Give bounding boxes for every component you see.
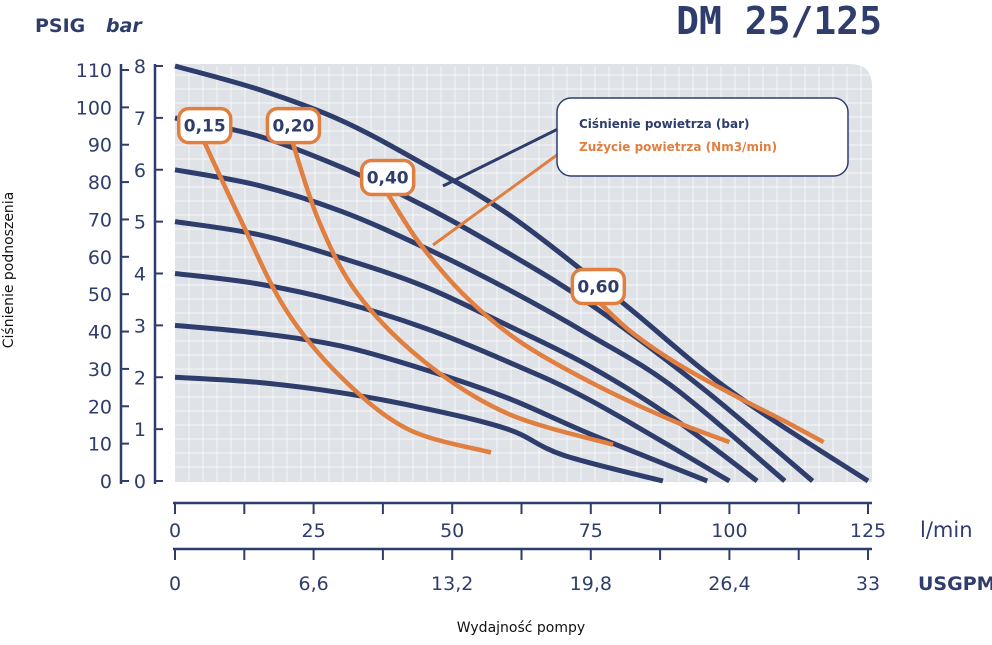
usgpm-tick-label: 0: [169, 573, 181, 595]
x-axis-title: Wydajność pompy: [457, 620, 585, 636]
consumption-badge: [265, 106, 322, 145]
lpm-axis: 0 25 50 75 100 125: [169, 503, 886, 542]
consumption-badge-label: 0,20: [272, 117, 314, 137]
bar-tick-label: 5: [134, 212, 146, 234]
consumption-badge: [570, 267, 627, 306]
usgpm-tick-label: 33: [856, 573, 880, 595]
pressure-curves: [174, 63, 870, 484]
usgpm-axis: 0 6,6 13,2 19,8 26,4 33: [169, 549, 880, 595]
legend-pressure-label: Ciśnienie powietrza (bar): [579, 117, 750, 131]
bar-tick-label: 7: [134, 108, 146, 130]
pressure-curve: [174, 219, 759, 483]
bar-tick-label: 3: [134, 315, 146, 337]
lpm-tick-label: 50: [440, 520, 464, 542]
bar-tick-label: 4: [134, 264, 146, 286]
consumption-curves: [200, 137, 825, 455]
legend-pressure-leader: [442, 122, 569, 188]
psig-tick-label: 80: [88, 172, 112, 194]
bar-tick-label: 8: [134, 56, 146, 78]
usgpm-unit-label: USGPM: [918, 573, 992, 595]
lpm-unit-label: l/min: [920, 518, 973, 542]
pressure-curve: [174, 63, 870, 484]
psig-tick-label: 60: [88, 247, 112, 269]
psig-tick-label: 100: [76, 97, 112, 119]
psig-tick-label: 70: [88, 209, 112, 231]
psig-tick-label: 40: [88, 322, 112, 344]
psig-tick-label: 20: [88, 396, 112, 418]
bar-tick-label: 1: [134, 419, 146, 441]
bar-axis: 0 1 2 3 4 5 6 7 8: [134, 56, 163, 493]
consumption-badge: [359, 158, 416, 197]
consumption-curve: [383, 189, 731, 445]
psig-axis: 0 10 20 30 40 50 60 70 80 90 100 110: [76, 60, 129, 493]
legend-consumption-leader: [432, 145, 569, 247]
consumption-badge-label: 0,60: [577, 277, 619, 297]
lpm-tick-label: 100: [711, 520, 747, 542]
consumption-curve: [289, 137, 614, 447]
psig-tick-label: 10: [88, 434, 112, 456]
usgpm-tick-label: 13,2: [431, 573, 473, 595]
bar-unit-label: bar: [106, 15, 143, 37]
legend: Ciśnienie powietrza (bar) Zużycie powiet…: [432, 97, 849, 247]
consumption-curve: [200, 137, 492, 455]
consumption-badge: [176, 106, 233, 145]
usgpm-tick-label: 19,8: [570, 573, 612, 595]
bar-tick-label: 6: [134, 160, 146, 182]
chart-title: DM 25/125: [676, 0, 882, 43]
lpm-tick-label: 25: [302, 520, 326, 542]
consumption-badge-label: 0,40: [367, 169, 409, 189]
psig-unit-label: PSIG: [35, 15, 85, 37]
lpm-tick-label: 125: [850, 520, 886, 542]
y-axis-title: Ciśnienie podnoszenia: [1, 192, 17, 349]
pressure-curve: [174, 271, 731, 484]
consumption-badge-label: 0,15: [184, 117, 226, 137]
bar-tick-label: 0: [134, 471, 146, 493]
lpm-tick-label: 75: [579, 520, 603, 542]
pressure-curve: [174, 322, 709, 484]
bar-tick-label: 2: [134, 367, 146, 389]
psig-tick-label: 30: [88, 359, 112, 381]
psig-tick-label: 0: [100, 471, 112, 493]
lpm-tick-label: 0: [169, 520, 181, 542]
legend-box: [556, 97, 849, 177]
consumption-badges: 0,15 0,20 0,40 0,60: [176, 106, 627, 306]
legend-consumption-label: Zużycie powietrza (Nm3/min): [579, 140, 777, 154]
pressure-curve: [174, 167, 787, 483]
usgpm-tick-label: 6,6: [298, 573, 328, 595]
psig-tick-label: 110: [76, 60, 112, 82]
psig-tick-label: 90: [88, 135, 112, 157]
consumption-curve: [594, 297, 825, 445]
psig-tick-label: 50: [88, 284, 112, 306]
pressure-curve: [174, 374, 664, 484]
usgpm-tick-label: 26,4: [708, 573, 750, 595]
